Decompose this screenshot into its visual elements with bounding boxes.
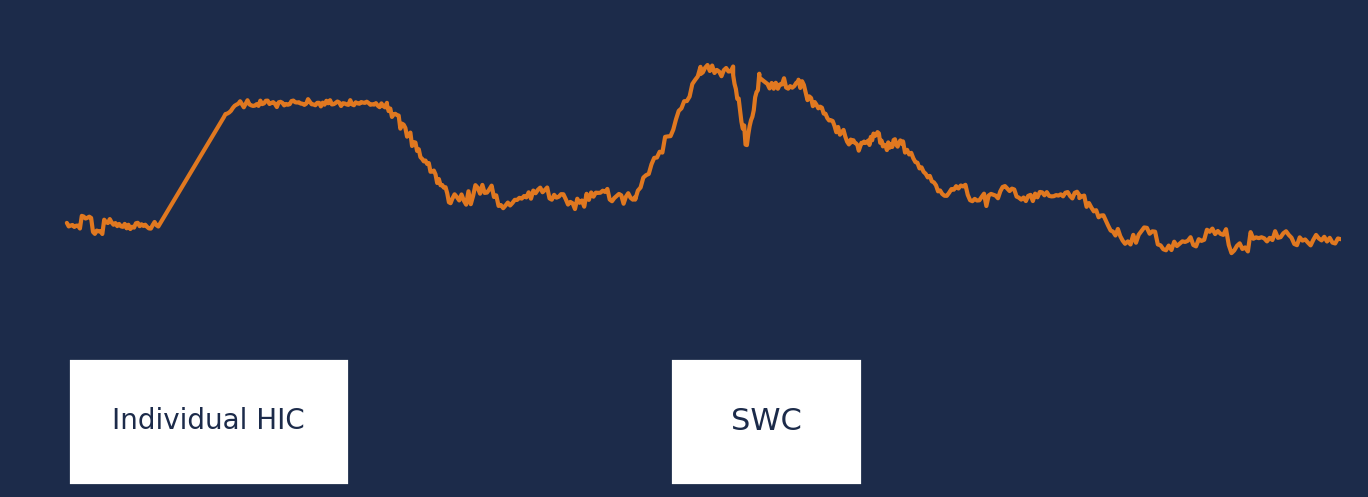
Text: SWC: SWC [731, 407, 802, 436]
FancyBboxPatch shape [670, 358, 862, 485]
Text: Individual HIC: Individual HIC [112, 407, 305, 435]
FancyBboxPatch shape [68, 358, 349, 485]
